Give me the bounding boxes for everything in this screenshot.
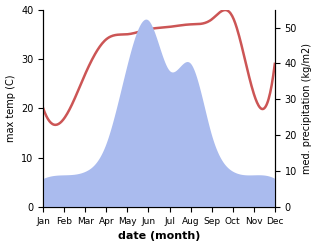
Y-axis label: med. precipitation (kg/m2): med. precipitation (kg/m2) — [302, 43, 313, 174]
X-axis label: date (month): date (month) — [118, 231, 200, 242]
Y-axis label: max temp (C): max temp (C) — [5, 75, 16, 142]
